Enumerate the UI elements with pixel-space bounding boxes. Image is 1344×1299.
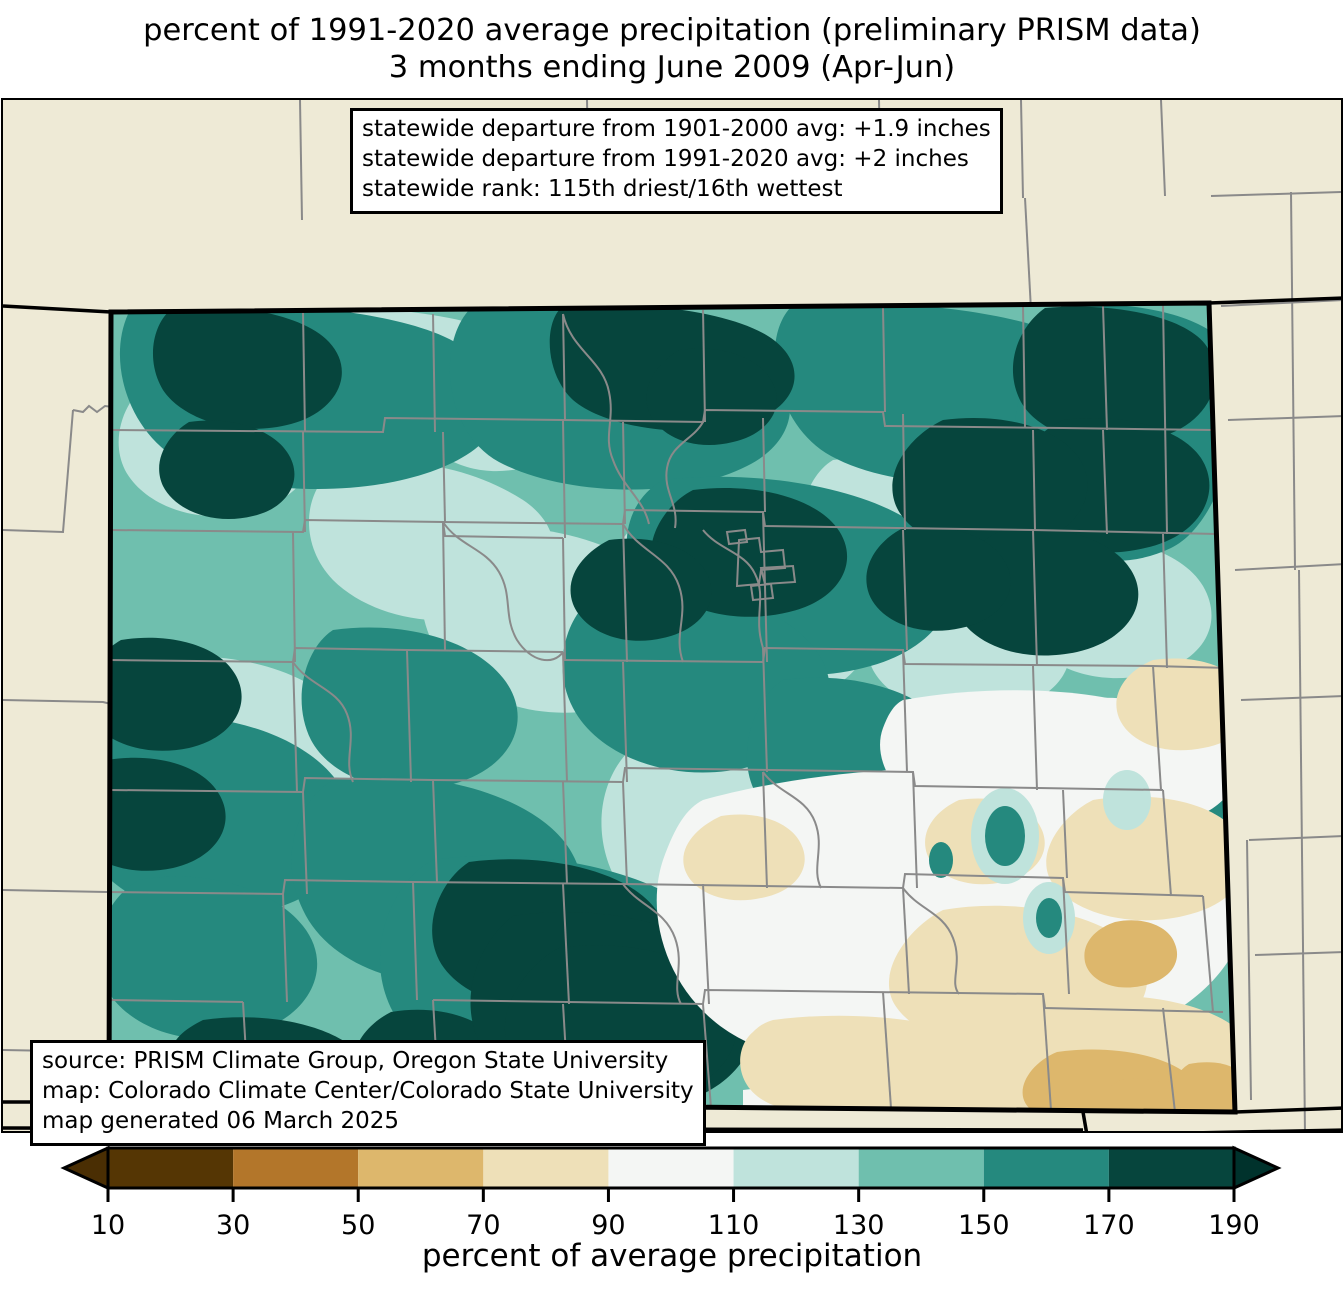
colorbar-band-5 xyxy=(733,1148,859,1188)
colorbar-tick-label-70: 70 xyxy=(466,1210,500,1241)
colorbar-band-7 xyxy=(983,1148,1109,1188)
stat-statewide-rank: statewide rank: 115th driest/16th wettes… xyxy=(362,175,843,202)
colorbar-outline xyxy=(106,1146,1236,1190)
colorbar-tick-label-90: 90 xyxy=(591,1210,625,1241)
source-prism: source: PRISM Climate Group, Oregon Stat… xyxy=(42,1048,669,1074)
colorbar-tick-label-30: 30 xyxy=(216,1210,250,1241)
source-generated-date: map generated 06 March 2025 xyxy=(42,1107,400,1134)
statistics-annotation-box: statewide departure from 1901-2000 avg: … xyxy=(350,108,1003,214)
colorbar-band-4 xyxy=(608,1148,734,1188)
source-annotation-box: source: PRISM Climate Group, Oregon Stat… xyxy=(30,1040,706,1146)
stat-departure-1901-2000: statewide departure from 1901-2000 avg: … xyxy=(362,116,991,142)
colorbar-tick-label-170: 170 xyxy=(1083,1210,1135,1241)
colorbar-tick-label-190: 190 xyxy=(1208,1210,1260,1241)
title-line-1: percent of 1991-2020 average precipitati… xyxy=(143,13,1201,48)
colorbar-band-2 xyxy=(358,1148,484,1188)
colorbar-tick-label-150: 150 xyxy=(958,1210,1010,1241)
colorbar-under-arrow xyxy=(60,1145,110,1191)
contour-speckles-top xyxy=(985,806,1062,938)
colorbar: 10 30 50 70 90 110 130 150 170 190 xyxy=(0,1140,1344,1299)
colorado-state-border xyxy=(106,300,1238,1115)
source-map-author: map: Colorado Climate Center/Colorado St… xyxy=(42,1077,694,1104)
title-line-2: 3 months ending June 2009 (Apr-Jun) xyxy=(388,50,956,86)
colorbar-band-8 xyxy=(1108,1148,1234,1188)
colorbar-tick-label-50: 50 xyxy=(341,1210,375,1241)
colorado-precipitation-map xyxy=(3,100,1341,1131)
colorbar-band-6 xyxy=(858,1148,984,1188)
colorbar-ticks xyxy=(106,1188,1236,1202)
colorbar-svg: 10 30 50 70 90 110 130 150 170 190 xyxy=(60,1145,1282,1241)
page-title: percent of 1991-2020 average precipitati… xyxy=(0,12,1344,86)
precipitation-contours xyxy=(109,303,1235,1112)
colorbar-band-0 xyxy=(108,1148,234,1188)
colorbar-bands xyxy=(60,1145,1282,1191)
stat-departure-1991-2020: statewide departure from 1991-2020 avg: … xyxy=(362,145,969,172)
map-frame xyxy=(1,98,1343,1133)
colorbar-band-1 xyxy=(233,1148,359,1188)
colorbar-tick-label-10: 10 xyxy=(91,1210,125,1241)
colorbar-tick-labels: 10 30 50 70 90 110 130 150 170 190 xyxy=(91,1210,1260,1241)
colorbar-band-3 xyxy=(483,1148,609,1188)
contour-band-50-70 xyxy=(1022,920,1235,1112)
colorbar-tick-label-110: 110 xyxy=(708,1210,760,1241)
colorbar-tick-label-130: 130 xyxy=(833,1210,885,1241)
colorbar-axis-title: percent of average precipitation xyxy=(421,1238,923,1274)
colorado-county-lines xyxy=(109,304,1230,1112)
colorbar-over-arrow xyxy=(1232,1145,1282,1191)
